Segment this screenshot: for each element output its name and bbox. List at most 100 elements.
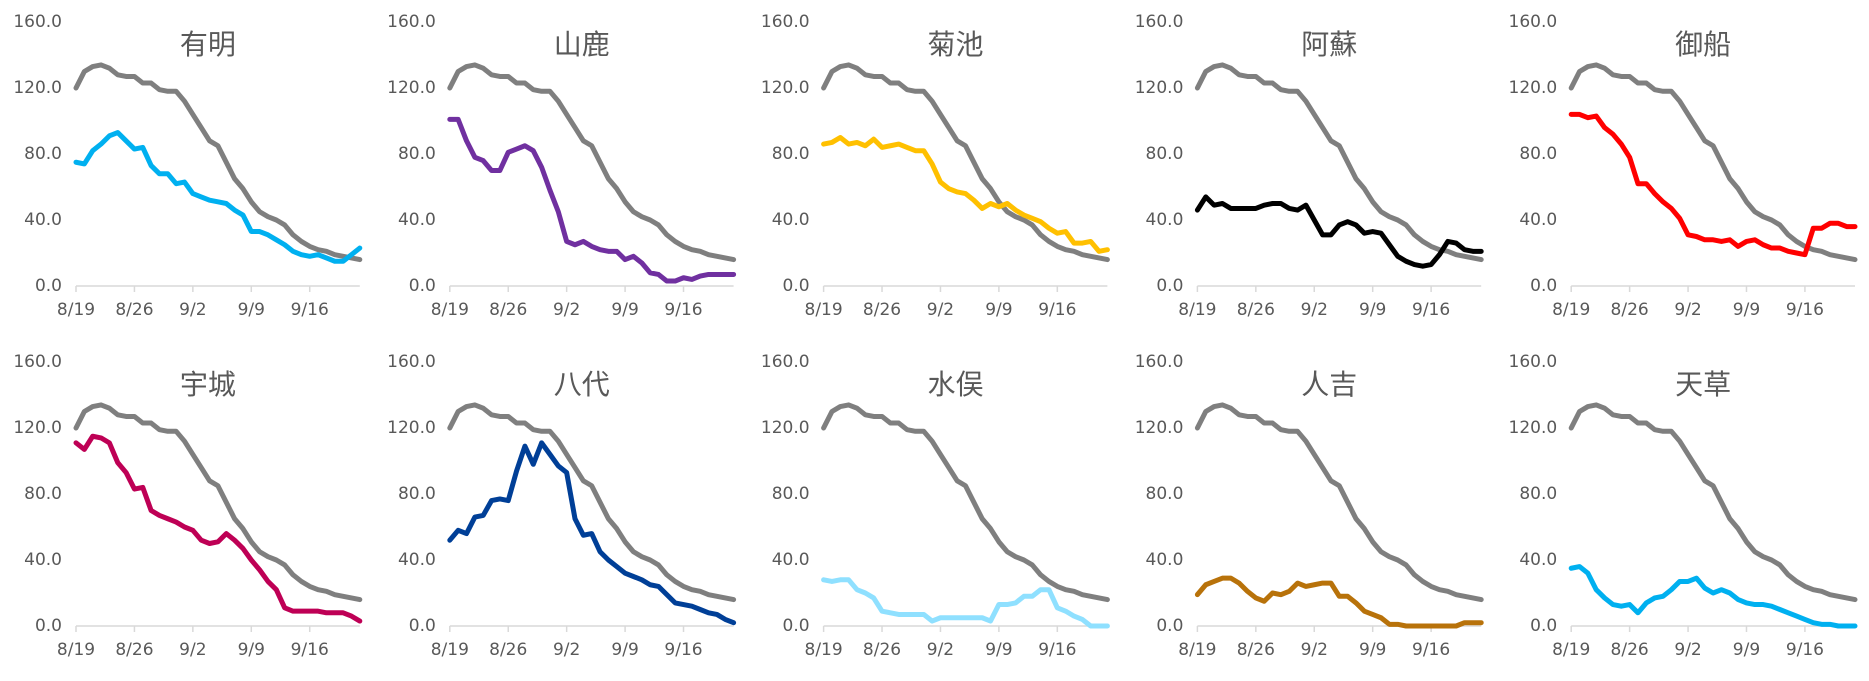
line-series xyxy=(1194,402,1484,603)
line-series xyxy=(821,402,1110,603)
chart-title: 八代 xyxy=(554,368,610,401)
y-tick-label: 40.0 xyxy=(1519,550,1557,570)
y-tick-label: 40.0 xyxy=(772,550,810,570)
line-series xyxy=(447,402,737,603)
chart-title: 宇城 xyxy=(180,368,236,401)
x-tick-label: 8/26 xyxy=(863,640,901,660)
x-tick-label: 9/9 xyxy=(1359,300,1386,320)
x-tick-label: 8/26 xyxy=(863,300,901,320)
y-tick-label: 40.0 xyxy=(1146,550,1184,570)
chart-title: 天草 xyxy=(1675,368,1731,401)
y-tick-label: 80.0 xyxy=(398,144,436,164)
line-series xyxy=(447,116,737,284)
y-tick-label: 40.0 xyxy=(24,550,62,570)
y-tick-label: 120.0 xyxy=(387,78,436,98)
y-tick-label: 120.0 xyxy=(1135,78,1184,98)
y-tick-label: 40.0 xyxy=(398,210,436,230)
x-tick-label: 9/2 xyxy=(179,300,206,320)
line-series xyxy=(447,62,737,263)
y-tick-label: 40.0 xyxy=(24,210,62,230)
x-tick-label: 9/2 xyxy=(553,640,580,660)
y-tick-label: 120.0 xyxy=(13,418,62,438)
y-tick-label: 80.0 xyxy=(1146,144,1184,164)
x-tick-label: 9/2 xyxy=(1674,640,1701,660)
x-tick-label: 9/16 xyxy=(291,300,329,320)
y-tick-label: 0.0 xyxy=(409,616,436,636)
line-series xyxy=(1194,62,1484,263)
x-tick-label: 8/19 xyxy=(57,640,95,660)
x-tick-label: 8/26 xyxy=(1611,640,1649,660)
y-tick-label: 40.0 xyxy=(772,210,810,230)
y-tick-label: 160.0 xyxy=(1509,12,1558,32)
x-tick-label: 8/19 xyxy=(805,300,843,320)
y-tick-label: 160.0 xyxy=(13,12,62,32)
x-tick-label: 9/9 xyxy=(611,300,638,320)
y-tick-label: 0.0 xyxy=(35,276,62,296)
x-tick-label: 8/26 xyxy=(489,640,527,660)
x-tick-label: 8/26 xyxy=(1237,300,1275,320)
x-tick-label: 9/9 xyxy=(238,640,265,660)
line-series xyxy=(73,433,363,624)
x-tick-label: 8/26 xyxy=(115,300,153,320)
line-series xyxy=(1194,194,1484,269)
y-tick-label: 40.0 xyxy=(398,550,436,570)
y-tick-label: 160.0 xyxy=(1135,352,1184,372)
x-tick-label: 8/26 xyxy=(489,300,527,320)
x-tick-label: 9/16 xyxy=(664,640,702,660)
y-tick-label: 160.0 xyxy=(13,352,62,372)
x-tick-label: 9/2 xyxy=(927,300,954,320)
chart-title: 阿蘇 xyxy=(1301,28,1357,61)
x-tick-label: 8/26 xyxy=(1611,300,1649,320)
y-tick-label: 0.0 xyxy=(409,276,436,296)
y-tick-label: 160.0 xyxy=(1135,12,1184,32)
x-tick-label: 9/16 xyxy=(664,300,702,320)
x-tick-label: 9/9 xyxy=(238,300,265,320)
y-tick-label: 80.0 xyxy=(772,484,810,504)
y-tick-label: 160.0 xyxy=(387,12,436,32)
line-series xyxy=(1194,575,1484,629)
x-tick-label: 9/16 xyxy=(1412,300,1450,320)
y-tick-label: 80.0 xyxy=(24,144,62,164)
x-tick-label: 8/19 xyxy=(1178,300,1216,320)
chart-title: 人吉 xyxy=(1301,368,1357,401)
x-tick-label: 9/16 xyxy=(1038,300,1076,320)
y-tick-label: 120.0 xyxy=(387,418,436,438)
y-tick-label: 80.0 xyxy=(1146,484,1184,504)
line-series xyxy=(821,62,1110,263)
x-tick-label: 8/26 xyxy=(115,640,153,660)
y-tick-label: 120.0 xyxy=(1135,418,1184,438)
y-tick-label: 160.0 xyxy=(387,352,436,372)
x-tick-label: 9/9 xyxy=(1359,640,1386,660)
y-tick-label: 120.0 xyxy=(1509,418,1558,438)
chart-title: 有明 xyxy=(180,28,236,61)
x-tick-label: 9/9 xyxy=(1733,300,1760,320)
line-series xyxy=(1568,564,1858,629)
x-tick-label: 9/16 xyxy=(1786,300,1824,320)
x-tick-label: 9/16 xyxy=(1412,640,1450,660)
y-tick-label: 160.0 xyxy=(1509,352,1558,372)
y-tick-label: 0.0 xyxy=(1530,276,1557,296)
y-tick-label: 0.0 xyxy=(35,616,62,636)
y-tick-label: 80.0 xyxy=(24,484,62,504)
line-series xyxy=(1568,402,1858,603)
y-tick-label: 0.0 xyxy=(1530,616,1557,636)
line-series xyxy=(1568,111,1858,258)
x-tick-label: 9/9 xyxy=(611,640,638,660)
y-tick-label: 0.0 xyxy=(1156,616,1183,636)
chart-title: 山鹿 xyxy=(554,28,610,61)
x-tick-label: 9/16 xyxy=(291,640,329,660)
y-tick-label: 40.0 xyxy=(1519,210,1557,230)
x-tick-label: 9/2 xyxy=(179,640,206,660)
y-tick-label: 0.0 xyxy=(783,276,810,296)
x-tick-label: 9/16 xyxy=(1786,640,1824,660)
line-series xyxy=(821,577,1110,629)
chart-title: 菊池 xyxy=(927,28,983,61)
chart-title: 御船 xyxy=(1675,28,1731,61)
y-tick-label: 160.0 xyxy=(761,352,810,372)
x-tick-label: 9/16 xyxy=(1038,640,1076,660)
x-tick-label: 8/19 xyxy=(1178,640,1216,660)
y-tick-label: 0.0 xyxy=(1156,276,1183,296)
x-tick-label: 8/19 xyxy=(431,640,469,660)
x-tick-label: 9/2 xyxy=(927,640,954,660)
